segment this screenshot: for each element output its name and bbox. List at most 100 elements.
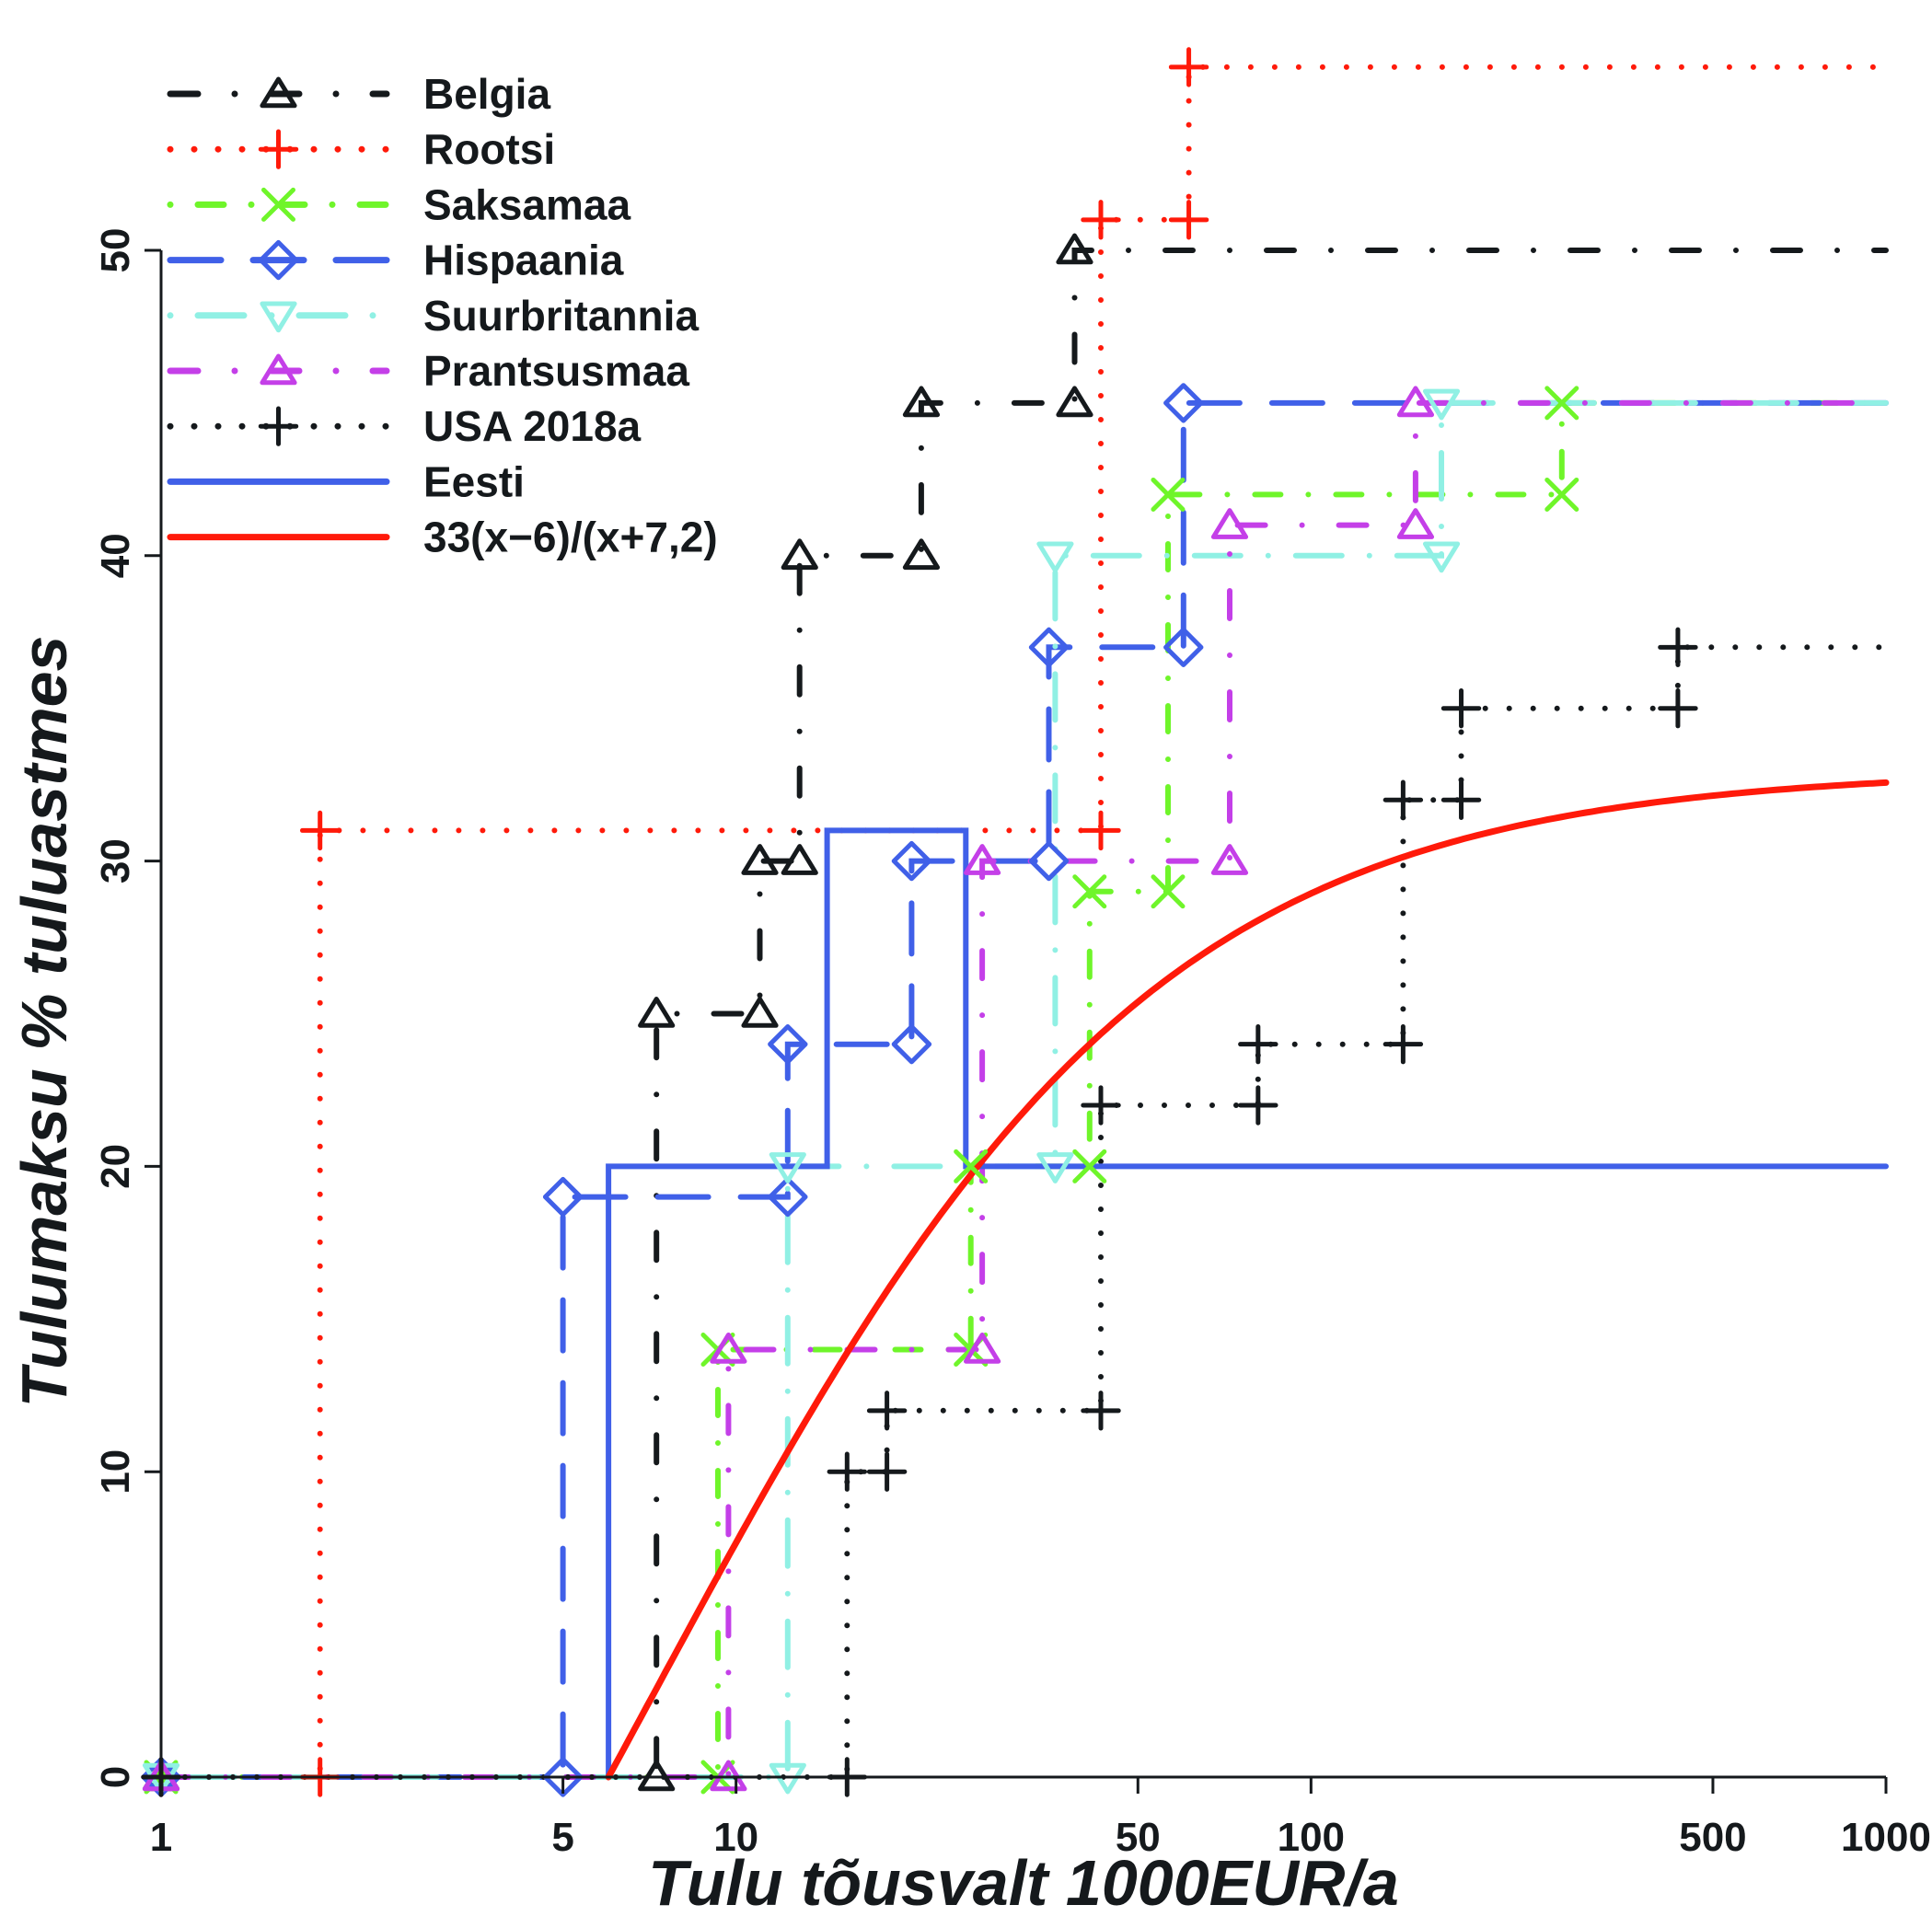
marker-prantsusmaa <box>1396 386 1435 418</box>
legend-label: Suurbritannia <box>423 292 699 340</box>
x-tick-label: 50 <box>1116 1815 1161 1860</box>
plot-lines <box>158 63 1890 1781</box>
marker-suurbritannia <box>1422 388 1461 421</box>
legend-item-prantsusmaa: Prantsusmaa <box>167 347 689 395</box>
marker-rootsi <box>1081 200 1121 240</box>
marker-usa-2018a <box>1382 1023 1424 1065</box>
marker-belgia <box>781 844 818 875</box>
marker-hispaania <box>891 1023 932 1065</box>
marker-saksamaa <box>1072 1149 1107 1183</box>
marker-prantsusmaa <box>1396 508 1435 539</box>
legend-label: Eesti <box>423 457 525 505</box>
legend-marker <box>261 187 295 222</box>
legend-label: Belgia <box>423 70 550 118</box>
marker-prantsusmaa <box>964 1332 1001 1364</box>
x-tick-label: 10 <box>713 1815 758 1860</box>
marker-hispaania <box>542 1757 584 1797</box>
marker-hispaania <box>768 1023 808 1065</box>
marker-usa-2018a <box>866 1391 908 1431</box>
x-tick-label: 1 <box>150 1815 172 1860</box>
marker-usa-2018a <box>1238 1023 1278 1065</box>
marker-prantsusmaa <box>964 844 1001 875</box>
marker-prantsusmaa <box>710 1760 747 1792</box>
marker-usa-2018a <box>1440 779 1482 820</box>
legend-label: 33(x−6)/(x+7,2) <box>423 514 718 561</box>
marker-belgia <box>902 386 941 418</box>
legend-label: Rootsi <box>423 125 555 173</box>
legend-marker <box>258 406 299 446</box>
series-line-usa-2018a <box>158 644 1889 1780</box>
marker-saksamaa <box>1544 477 1579 512</box>
marker-saksamaa <box>1151 874 1186 909</box>
marker-saksamaa <box>1072 874 1107 909</box>
y-tick-label: 30 <box>93 838 138 883</box>
marker-usa-2018a <box>1238 1085 1278 1126</box>
series-line-suurbritannia <box>158 399 1889 1780</box>
series-line-saksamaa <box>158 399 1889 1780</box>
series-line-belgia <box>158 248 1889 1780</box>
legend-item-saksamaa: Saksamaa <box>167 180 631 228</box>
x-tick-label: 500 <box>1679 1815 1746 1860</box>
marker-usa-2018a <box>1658 688 1698 729</box>
x-tick-label: 1000 <box>1841 1815 1931 1860</box>
legend-item-hispaania: Hispaania <box>167 237 624 284</box>
y-ticks: 0 10 20 30 40 50 <box>93 228 161 1788</box>
marker-usa-2018a <box>866 1451 908 1492</box>
y-axis-title: Tulumaksu % tuluastmes <box>8 636 80 1408</box>
marker-usa-2018a <box>1081 1085 1121 1126</box>
y-tick-label: 20 <box>93 1144 138 1189</box>
series-line-hispaania <box>158 399 1889 1780</box>
marker-hispaania <box>768 1176 808 1218</box>
series-line-prantsusmaa <box>158 399 1889 1780</box>
y-tick-label: 50 <box>93 228 138 273</box>
marker-usa-2018a <box>1440 688 1482 729</box>
marker-usa-2018a <box>827 1451 868 1492</box>
legend-item-usa-2018a: USA 2018a <box>167 402 642 450</box>
marker-belgia <box>1056 386 1093 418</box>
legend-label: Hispaania <box>423 237 624 284</box>
marker-suurbritannia <box>769 1762 806 1795</box>
marker-suurbritannia <box>769 1152 806 1183</box>
marker-belgia <box>741 844 779 875</box>
marker-belgia <box>638 1760 676 1792</box>
series-line-eesti <box>606 827 1889 1780</box>
legend-marker <box>258 129 299 169</box>
marker-hispaania <box>1163 627 1204 668</box>
marker-suurbritannia <box>1422 541 1461 573</box>
x-axis-title: Tulu tõusvalt 1000EUR/a <box>648 1847 1399 1919</box>
marker-saksamaa <box>1544 386 1579 421</box>
legend-marker <box>258 239 299 281</box>
legend-label: Saksamaa <box>423 180 631 228</box>
legend-label: USA 2018a <box>423 402 642 450</box>
legend-item-rootsi: Rootsi <box>167 125 555 173</box>
legend-item-suurbritannia: Suurbritannia <box>167 292 699 340</box>
marker-prantsusmaa <box>1210 508 1249 539</box>
y-tick-label: 10 <box>93 1449 138 1495</box>
y-tick-label: 40 <box>93 533 138 578</box>
marker-hispaania <box>891 840 932 882</box>
marker-hispaania <box>1163 383 1204 423</box>
series-line-33-x-6-x-7-2 <box>605 779 1890 1781</box>
marker-saksamaa <box>1151 477 1186 512</box>
marker-hispaania <box>542 1176 584 1218</box>
marker-saksamaa <box>954 1149 989 1183</box>
marker-belgia <box>638 997 676 1028</box>
legend: Belgia Rootsi Saksamaa Hispaania Suurbritann… <box>167 70 718 561</box>
x-ticks: 1 5 10 50 100 500 1000 <box>150 1777 1931 1860</box>
axes: 1 5 10 50 10 0 500 1000 0 10 20 30 40 50 <box>93 228 1931 1860</box>
marker-hispaania <box>1028 840 1070 882</box>
marker-usa-2018a <box>1382 779 1424 820</box>
legend-label: Prantsusmaa <box>423 347 689 395</box>
marker-rootsi <box>299 810 341 851</box>
x-tick-label: 5 <box>551 1815 573 1860</box>
marker-prantsusmaa <box>710 1332 747 1364</box>
legend-item-belgia: Belgia <box>167 70 550 118</box>
marker-rootsi <box>1168 200 1209 240</box>
plot-markers <box>141 47 1698 1797</box>
marker-suurbritannia <box>1036 1152 1074 1183</box>
y-tick-label: 0 <box>93 1766 138 1788</box>
marker-rootsi <box>1081 810 1121 851</box>
marker-belgia <box>1056 233 1093 265</box>
marker-hispaania <box>1028 627 1070 668</box>
